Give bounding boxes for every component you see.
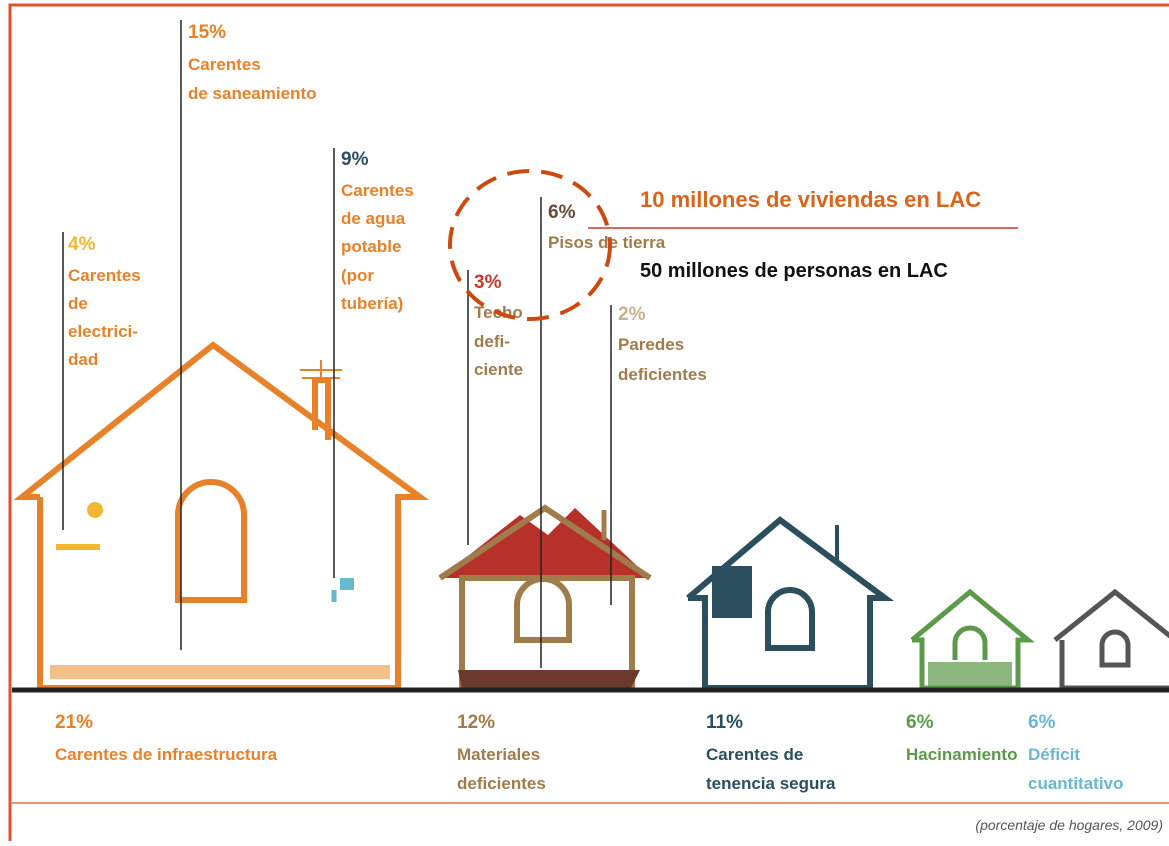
label-text: Carentes bbox=[188, 55, 261, 74]
category-percent: 6% bbox=[1028, 712, 1056, 733]
label-text: ciente bbox=[474, 360, 523, 379]
label-text: de agua bbox=[341, 209, 406, 228]
label-text: defi- bbox=[474, 332, 510, 351]
label-text: tubería) bbox=[341, 294, 403, 313]
note: (porcentaje de hogares, 2009) bbox=[975, 817, 1163, 833]
label-text: dad bbox=[68, 350, 98, 369]
label-text: electrici- bbox=[68, 322, 138, 341]
bulb bbox=[87, 502, 103, 518]
category-text: cuantitativo bbox=[1028, 774, 1123, 793]
category-text: Déficit bbox=[1028, 745, 1080, 764]
callout: 10 millones de viviendas en LAC bbox=[640, 187, 981, 212]
category-text: Carentes de infraestructura bbox=[55, 745, 278, 764]
roof-damaged bbox=[440, 508, 650, 578]
pipe bbox=[50, 665, 390, 679]
category-text: deficientes bbox=[457, 774, 546, 793]
dirt-floor bbox=[458, 670, 640, 690]
label-percent: 3% bbox=[474, 272, 502, 293]
label-text: Carentes bbox=[341, 181, 414, 200]
category-percent: 12% bbox=[457, 712, 495, 733]
category-percent: 11% bbox=[706, 712, 743, 733]
title-document bbox=[712, 566, 752, 618]
label-text: de saneamiento bbox=[188, 84, 317, 103]
callout: 50 millones de personas en LAC bbox=[640, 260, 948, 282]
label-text: potable bbox=[341, 237, 401, 256]
label-text: de bbox=[68, 294, 88, 313]
faucet bbox=[340, 578, 354, 590]
label-text: Pisos de tierra bbox=[548, 233, 666, 252]
label-text: (por bbox=[341, 266, 374, 285]
category-text: tenencia segura bbox=[706, 774, 836, 793]
highlight-circle bbox=[448, 169, 612, 321]
label-percent: 15% bbox=[188, 22, 226, 43]
frame bbox=[8, 3, 1169, 841]
label-percent: 6% bbox=[548, 202, 576, 223]
crowd bbox=[928, 662, 1012, 686]
house-tenure bbox=[686, 516, 895, 691]
chimney-antenna bbox=[300, 360, 342, 380]
category-percent: 6% bbox=[906, 712, 934, 733]
label-percent: 2% bbox=[618, 304, 646, 325]
category-text: Hacinamiento bbox=[906, 745, 1017, 764]
label-text: Paredes bbox=[618, 335, 684, 354]
house-infrastructure bbox=[13, 341, 430, 691]
bulb-shelf bbox=[56, 544, 100, 550]
label-text: Carentes bbox=[68, 266, 141, 285]
house-deficit bbox=[1053, 588, 1169, 691]
label-percent: 4% bbox=[68, 234, 96, 255]
house-overcrowding bbox=[910, 588, 1035, 691]
category-text: Materiales bbox=[457, 745, 540, 764]
label-text: deficientes bbox=[618, 365, 707, 384]
label-percent: 9% bbox=[341, 149, 369, 170]
category-percent: 21% bbox=[55, 712, 93, 733]
category-text: Carentes de bbox=[706, 745, 803, 764]
